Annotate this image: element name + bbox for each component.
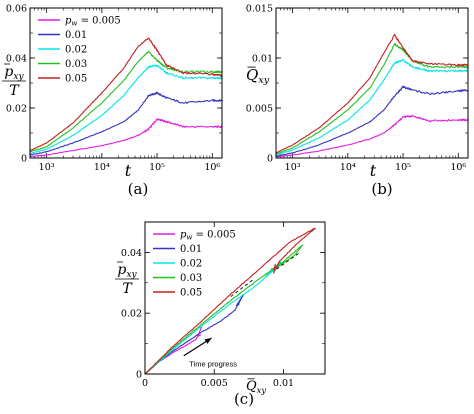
legend-label: 0.02 (180, 259, 202, 270)
caption-1: (a) (128, 180, 149, 198)
x-tick-label: 10⁴ (340, 162, 356, 173)
y-tick-label: 0.005 (246, 104, 273, 115)
chart-panel-3: 0 0.005 0.01 0 0.02 0.04 pw = 0.005 0.01 0.02 0.0… (115, 221, 326, 395)
series-line-0.02 (29, 64, 223, 155)
y-tick-label: 0 (267, 154, 273, 165)
series-line-0.01 (275, 85, 469, 157)
x-tick-label: 10⁴ (94, 162, 110, 173)
series-line-0.03 (144, 244, 304, 375)
x-tick-label: 10⁶ (204, 162, 220, 173)
x-tick-label: 10³ (39, 162, 55, 173)
legend-label: 0.02 (65, 45, 87, 56)
dashed-guide (230, 279, 254, 297)
x-axis-label: t (125, 161, 132, 180)
legend-label: pw = 0.005 (180, 230, 236, 242)
y-axis-label-numerator: pxy (4, 64, 24, 82)
legend: pw = 0.005 0.01 0.02 0.03 0.05 (38, 16, 121, 85)
x-axis-label: Qxy (246, 379, 266, 395)
x-tick-label: 10⁵ (149, 162, 165, 173)
y-tick-label: 0.04 (6, 54, 27, 65)
caption-3: (c) (234, 390, 254, 408)
plot-frame (29, 7, 223, 159)
series-line-0.005 (29, 118, 223, 158)
series-line-0.01 (29, 91, 223, 156)
dashed-guide (276, 252, 301, 270)
x-tick-label: 10⁶ (450, 162, 466, 173)
arrow-head-icon (204, 338, 212, 344)
legend-label: 0.01 (65, 30, 87, 41)
series-line-0.03 (275, 43, 469, 155)
x-tick-label: 10³ (285, 162, 301, 173)
y-tick-label: 0 (136, 370, 142, 381)
y-axis-label-denominator: T (122, 281, 133, 297)
series-line-0.05 (144, 227, 316, 375)
y-tick-label: 0.015 (246, 4, 273, 15)
y-axis-label-numerator: pxy (117, 262, 137, 280)
y-tick-label: 0.02 (121, 309, 142, 320)
legend-label: 0.01 (180, 244, 202, 255)
chart-panel-1: 10³ 10⁴ 10⁵ 10⁶ 0 0.02 0.04 0.06 pw = 0.005 0.01 0… (2, 4, 223, 180)
y-tick-label: 0.01 (252, 54, 273, 65)
x-tick-label: 10⁵ (395, 162, 411, 173)
y-tick-label: 0 (21, 154, 27, 165)
y-tick-label: 0.06 (6, 4, 27, 15)
legend-label: 0.05 (65, 74, 87, 85)
series-line-0.005 (276, 114, 469, 158)
plot-frame (275, 7, 469, 159)
series-line-0.05 (275, 33, 469, 154)
y-tick-label: 0.02 (6, 104, 27, 115)
x-axis-label: t (370, 161, 377, 180)
time-progress-label: Time progress (189, 359, 237, 368)
plot-frame (144, 221, 326, 375)
y-axis-label-denominator: T (9, 83, 20, 99)
x-tick-label: 0.005 (201, 378, 228, 389)
series-line-0.05 (29, 37, 223, 152)
legend-label: 0.03 (180, 273, 202, 284)
series-line-0.02 (275, 58, 469, 156)
series-line-0.01 (144, 294, 244, 375)
legend-label: 0.05 (180, 288, 202, 299)
legend-label: 0.03 (65, 59, 87, 70)
legend: pw = 0.005 0.01 0.02 0.03 0.05 (153, 230, 236, 299)
chart-panel-2: 10³ 10⁴ 10⁵ 10⁶ 0 0.005 0.01 0.015 Qxy t (246, 4, 469, 180)
y-tick-label: 0.04 (121, 248, 142, 259)
legend-label: pw = 0.005 (65, 16, 121, 28)
y-axis-label: Qxy (246, 66, 270, 86)
x-tick-label: 0 (142, 378, 148, 389)
x-tick-label: 0.01 (273, 378, 294, 389)
caption-2: (b) (371, 180, 392, 198)
